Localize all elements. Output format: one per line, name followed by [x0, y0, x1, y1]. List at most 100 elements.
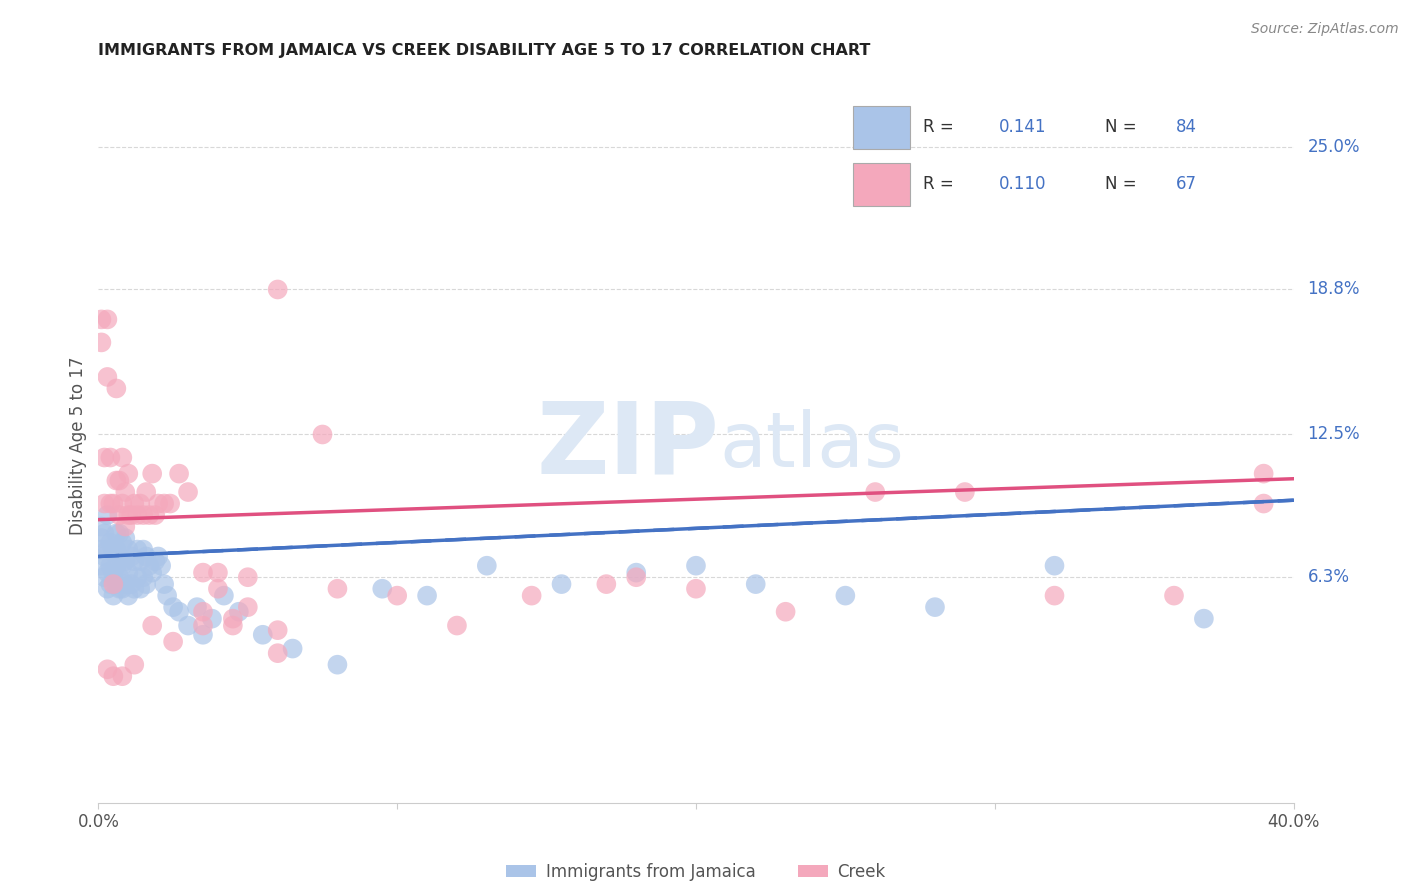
Point [167, 605, 190, 619]
Text: 6.3%: 6.3% [1308, 568, 1350, 586]
Point [745, 577, 768, 591]
Point [96, 542, 118, 557]
Point [311, 427, 333, 442]
Point [108, 526, 131, 541]
Point [98, 577, 122, 591]
Point [1163, 589, 1185, 603]
Point [111, 497, 134, 511]
Point [103, 669, 125, 683]
Point [228, 605, 250, 619]
Point [111, 669, 134, 683]
Point [267, 623, 290, 637]
Point [120, 577, 142, 591]
Text: Source: ZipAtlas.com: Source: ZipAtlas.com [1251, 22, 1399, 37]
Y-axis label: Disability Age 5 to 17: Disability Age 5 to 17 [69, 357, 87, 535]
FancyBboxPatch shape [852, 163, 910, 205]
Point [924, 600, 946, 615]
Point [117, 589, 139, 603]
Point [127, 542, 149, 557]
Point [685, 558, 707, 573]
Point [385, 589, 409, 603]
Point [156, 589, 179, 603]
Point [96, 370, 118, 384]
Point [267, 283, 290, 297]
Point [129, 582, 152, 596]
Text: ZIP: ZIP [537, 398, 720, 494]
Text: 25.0%: 25.0% [1308, 137, 1360, 156]
Point [132, 570, 155, 584]
Point [212, 589, 235, 603]
Point [96, 508, 118, 522]
Point [222, 612, 245, 626]
FancyBboxPatch shape [852, 106, 910, 148]
Point [135, 549, 157, 564]
Point [162, 600, 184, 615]
Point [103, 577, 125, 591]
Point [124, 497, 146, 511]
Point [446, 618, 468, 632]
Point [135, 485, 157, 500]
Point [143, 508, 166, 522]
Point [475, 558, 498, 573]
Point [371, 582, 394, 596]
Point [93, 526, 115, 541]
Text: N =: N = [1105, 119, 1142, 136]
Point [191, 605, 214, 619]
Point [138, 508, 160, 522]
Point [153, 577, 176, 591]
Text: R =: R = [924, 119, 959, 136]
Point [236, 570, 259, 584]
Point [114, 485, 136, 500]
Point [124, 657, 146, 672]
Point [416, 589, 439, 603]
Point [114, 554, 136, 568]
Point [1043, 558, 1066, 573]
Text: R =: R = [924, 176, 959, 194]
Point [159, 497, 181, 511]
Point [105, 381, 128, 395]
Point [111, 535, 134, 549]
Point [685, 582, 707, 596]
Point [98, 497, 122, 511]
Text: 12.5%: 12.5% [1308, 425, 1360, 443]
Point [117, 508, 139, 522]
Point [96, 312, 118, 326]
Point [252, 628, 274, 642]
Text: 0.141: 0.141 [998, 119, 1046, 136]
Point [775, 605, 797, 619]
Point [865, 485, 887, 500]
Text: 18.8%: 18.8% [1308, 280, 1360, 299]
Text: 67: 67 [1175, 176, 1197, 194]
Point [114, 577, 136, 591]
Point [90, 558, 112, 573]
Point [141, 467, 163, 481]
Point [132, 542, 155, 557]
Point [132, 508, 155, 522]
Point [186, 600, 208, 615]
Point [124, 554, 146, 568]
Point [520, 589, 543, 603]
Point [90, 312, 112, 326]
Point [326, 582, 349, 596]
Point [103, 566, 125, 580]
Point [143, 554, 166, 568]
Point [111, 450, 134, 465]
Text: IMMIGRANTS FROM JAMAICA VS CREEK DISABILITY AGE 5 TO 17 CORRELATION CHART: IMMIGRANTS FROM JAMAICA VS CREEK DISABIL… [98, 43, 870, 58]
Point [108, 582, 131, 596]
Point [98, 558, 122, 573]
Point [127, 570, 149, 584]
Point [1192, 612, 1215, 626]
Point [90, 531, 112, 545]
Point [117, 566, 139, 580]
Point [162, 634, 184, 648]
Point [90, 519, 112, 533]
Point [105, 474, 128, 488]
Point [90, 335, 112, 350]
Point [236, 600, 259, 615]
Point [326, 657, 349, 672]
Point [191, 628, 214, 642]
Point [1253, 467, 1275, 481]
Point [191, 566, 214, 580]
Point [114, 531, 136, 545]
Point [1253, 497, 1275, 511]
